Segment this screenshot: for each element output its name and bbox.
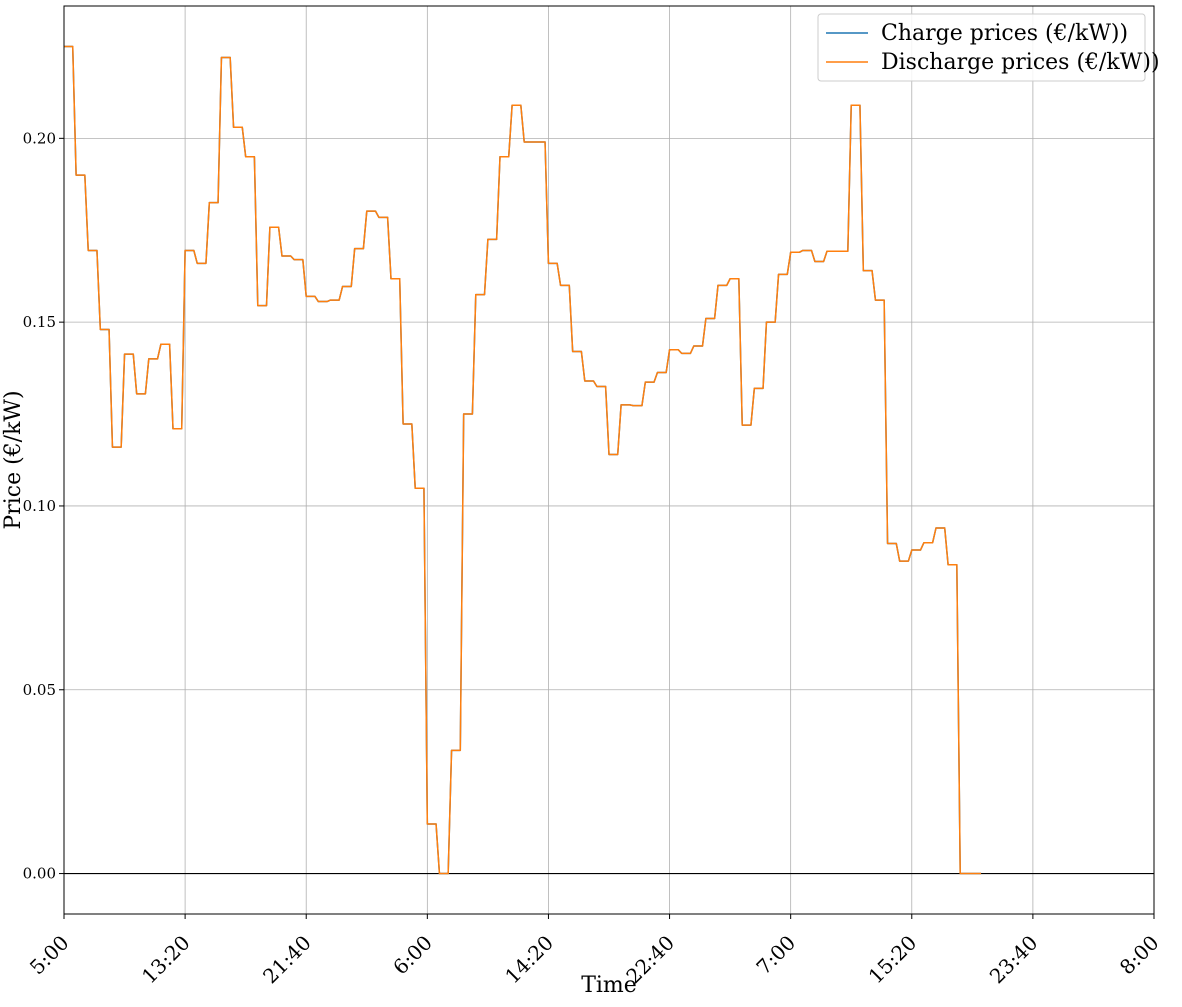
x-tick-label: 6:00 (388, 931, 437, 980)
legend-box (817, 13, 1146, 82)
y-tick-label: 0.15 (23, 313, 56, 331)
grid-layer (63, 6, 1155, 914)
y-tick-label: 0.00 (23, 865, 56, 883)
legend-label-charge: Charge prices (€/kW)) (881, 21, 1128, 46)
y-axis-ticks: 0.00 0.05 0.10 0.15 0.20 (23, 129, 64, 883)
x-axis-title: Time (581, 973, 637, 998)
y-axis-title: Price (€/kW) (1, 390, 26, 529)
x-tick-label: 21:40 (258, 931, 316, 989)
x-tick-label: 5:00 (25, 931, 74, 980)
series-line-charge (64, 45, 982, 875)
y-tick-label: 0.20 (23, 129, 56, 147)
x-tick-label: 13:20 (137, 931, 195, 989)
series-layer (64, 45, 982, 875)
plot-frame (63, 5, 1155, 915)
x-tick-label: 23:40 (985, 931, 1043, 989)
y-tick-label: 0.10 (23, 497, 56, 515)
legend-label-discharge: Discharge prices (€/kW)) (881, 50, 1160, 75)
x-tick-label: 14:20 (500, 931, 558, 989)
x-tick-label: 7:00 (751, 931, 800, 980)
x-tick-label: 8:00 (1115, 931, 1164, 980)
y-tick-label: 0.05 (23, 681, 56, 699)
legend: Charge prices (€/kW)) Discharge prices (… (817, 13, 1160, 82)
x-tick-label: 15:20 (864, 931, 922, 989)
series-line-discharge (64, 45, 982, 875)
